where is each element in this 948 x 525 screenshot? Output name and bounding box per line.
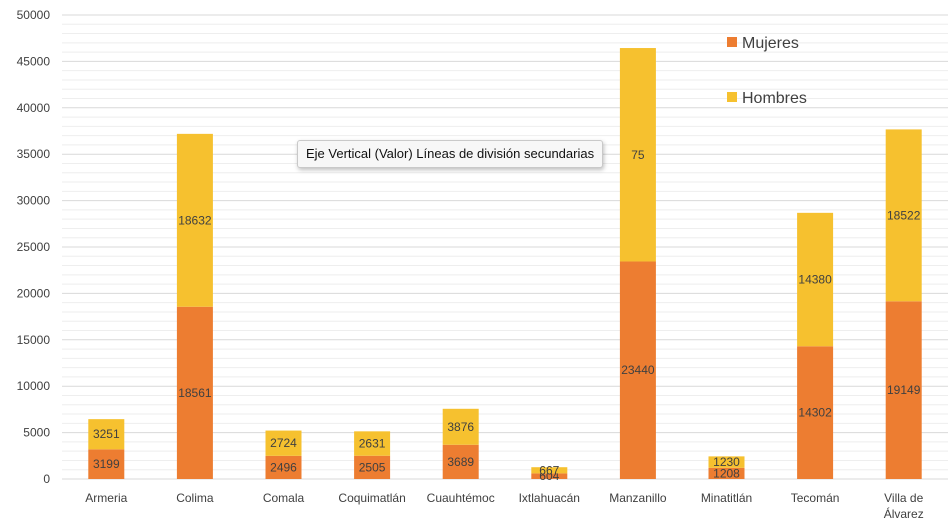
bar-segment-mujeres[interactable] [708,467,745,479]
data-label: 14302 [798,406,832,420]
y-tick-label: 40000 [17,101,51,115]
data-label: 2631 [359,437,386,451]
bar-segment-hombres[interactable] [708,456,745,468]
x-category-label: Manzanillo [609,491,667,505]
bar-segment-mujeres[interactable] [442,444,479,479]
data-label: 1230 [713,455,740,469]
y-tick-label: 25000 [17,240,51,254]
bar-segment-hombres[interactable] [797,212,834,347]
y-tick-label: 30000 [17,194,51,208]
bar-segment-mujeres[interactable] [354,455,391,479]
data-label: 23440 [621,363,655,377]
bar-segment-hombres[interactable] [265,430,302,456]
data-label: 3251 [93,427,120,441]
bar-segment-hombres[interactable] [88,419,125,450]
tooltip: Eje Vertical (Valor) Líneas de división … [297,140,604,168]
y-tick-label: 5000 [23,426,50,440]
data-label: 18561 [178,386,212,400]
data-label: 2496 [270,460,297,474]
bar-segment-mujeres[interactable] [885,301,922,479]
bar-segment-hombres[interactable] [442,408,479,445]
bar-segment-mujeres[interactable] [176,306,213,479]
x-category-label: Cuauhtémoc [427,491,495,505]
bar-segment-hombres[interactable] [531,467,568,474]
data-label: 667 [539,463,559,477]
data-label: 18522 [887,208,921,222]
bar-segment-hombres[interactable] [619,48,656,262]
y-tick-label: 50000 [17,8,51,22]
y-tick-label: 45000 [17,54,51,68]
bar-segment-hombres[interactable] [176,133,213,307]
data-label: 1208 [713,466,740,480]
bar-segment-mujeres[interactable] [619,261,656,479]
x-category-label: Coquimatlán [338,491,405,505]
data-label: 14380 [798,273,832,287]
x-category-label: Villa de [884,491,923,505]
y-tick-label: 15000 [17,333,51,347]
data-label: 3689 [447,455,474,469]
data-label: 3199 [93,457,120,471]
x-category-label: Colima [176,491,214,505]
legend-label-mujeres[interactable]: Mujeres [742,35,799,52]
y-tick-label: 20000 [17,286,51,300]
legend-swatch-hombres[interactable] [727,92,737,102]
x-category-label: Álvarez [884,506,924,521]
y-tick-label: 0 [43,472,50,486]
legend-swatch-mujeres[interactable] [727,37,737,47]
bar-segment-mujeres[interactable] [797,346,834,479]
bar-segment-hombres[interactable] [885,129,922,302]
data-label: 3876 [447,420,474,434]
data-label: 18632 [178,213,212,227]
bar-segment-mujeres[interactable] [531,473,568,479]
y-tick-label: 10000 [17,379,51,393]
x-category-label: Armeria [85,491,127,505]
x-category-label: Comala [263,491,305,505]
data-label: 75 [631,148,645,162]
legend-label-hombres[interactable]: Hombres [742,90,807,107]
y-axis: 0 5000 10000 15000 20000 25000 30000 35000 40000… [17,8,51,486]
x-category-label: Minatitlán [701,491,752,505]
x-category-label: Tecomán [791,491,840,505]
x-axis: Armeria Colima Comala Coquimatlán Cuauhtémoc… [85,491,923,521]
data-label: 19149 [887,383,921,397]
data-label: 2505 [359,460,386,474]
legend: Mujeres Hombres [727,35,807,107]
bars: 3199 3251 18561 18632 2496 2724 2505 2631 3689 38… [88,48,922,483]
bar-segment-mujeres[interactable] [88,449,125,479]
data-label: 2724 [270,436,297,450]
bar-segment-hombres[interactable] [354,431,391,456]
y-tick-label: 35000 [17,147,51,161]
x-category-label: Ixtlahuacán [519,491,580,505]
bar-segment-mujeres[interactable] [265,455,302,479]
